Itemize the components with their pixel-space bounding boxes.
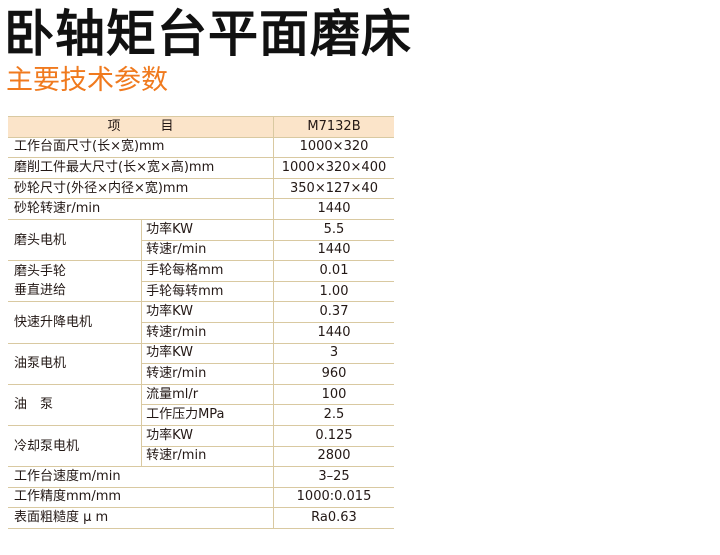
param-label: 工作台速度m/min <box>8 466 274 488</box>
param-value: 1000×320 <box>273 136 394 159</box>
table-row: 油泵电机 功率KW 3 <box>8 342 394 385</box>
param-label: 功率KW <box>141 342 274 365</box>
param-value: 1000×320×400 <box>273 157 394 179</box>
group-label: 油 泵 <box>8 383 142 426</box>
param-value: 0.01 <box>273 260 394 282</box>
table-header-row: 项目 M7132B <box>8 116 394 138</box>
param-label: 功率KW <box>141 218 274 241</box>
table-row: 磨头手轮 垂直进给 手轮每格mm 0.01 <box>8 260 394 303</box>
param-value: 2.5 <box>273 404 394 426</box>
param-label: 手轮每格mm <box>141 260 274 282</box>
param-label: 手轮每转mm <box>141 280 274 303</box>
table-row: 快速升降电机 功率KW 0.37 <box>8 301 394 344</box>
group-label: 磨头手轮 垂直进给 <box>8 260 142 303</box>
param-label: 转速r/min <box>141 239 274 262</box>
table-row: 转速r/min 2800 <box>8 445 394 468</box>
header-model: M7132B <box>273 116 394 138</box>
table-row: 油 泵流量ml/r 100 <box>8 383 394 426</box>
param-value: 1.00 <box>273 280 394 303</box>
param-value: 3 <box>273 342 394 365</box>
param-label: 工作台面尺寸(长×宽)mm <box>8 136 274 159</box>
param-label: 砂轮尺寸(外径×内径×宽)mm <box>8 177 274 200</box>
group-label: 油泵电机 <box>8 342 142 385</box>
param-label: 砂轮转速r/min <box>8 198 274 220</box>
param-label: 磨削工件最大尺寸(长×宽×高)mm <box>8 157 274 179</box>
param-value: 1440 <box>273 198 394 220</box>
param-value: 5.5 <box>273 218 394 241</box>
param-label: 功率KW <box>141 301 274 323</box>
param-label: 转速r/min <box>141 445 274 468</box>
param-value: 350×127×40 <box>273 177 394 200</box>
param-label: 功率KW <box>141 424 274 447</box>
table-row: 砂轮尺寸(外径×内径×宽)mm 350×127×40 <box>8 177 394 200</box>
header-item: 项目 <box>8 116 274 138</box>
group-label: 冷却泵电机 <box>8 424 142 468</box>
table-row: 表面粗糙度 μ m Ra0.63 <box>8 507 394 529</box>
param-value: 2800 <box>273 445 394 468</box>
table-row: 工作压力MPa 2.5 <box>8 404 394 426</box>
param-value: 0.125 <box>273 424 394 447</box>
param-label: 流量ml/r <box>141 383 274 406</box>
param-value: 960 <box>273 363 394 385</box>
table-row: 转速r/min 960 <box>8 363 394 385</box>
param-value: 1000:0.015 <box>273 486 394 509</box>
table-row: 工作台面尺寸(长×宽)mm 1000×320 <box>8 136 394 159</box>
group-label: 快速升降电机 <box>8 301 142 344</box>
param-label: 工作压力MPa <box>141 404 274 426</box>
param-value: 1440 <box>273 321 394 344</box>
param-value: 3–25 <box>273 466 394 488</box>
table-row: 转速r/min 1440 <box>8 321 394 344</box>
section-subtitle: 主要技术参数 <box>6 65 168 96</box>
table-row: 转速r/min 1440 <box>8 239 394 262</box>
param-value: Ra0.63 <box>273 507 394 529</box>
table-row: 磨头电机 功率KW 5.5 <box>8 218 394 262</box>
param-label: 转速r/min <box>141 321 274 344</box>
table-row: 冷却泵电机 功率KW 0.125 <box>8 424 394 468</box>
param-value: 0.37 <box>273 301 394 323</box>
param-label: 表面粗糙度 μ m <box>8 507 274 529</box>
table-row: 磨削工件最大尺寸(长×宽×高)mm 1000×320×400 <box>8 157 394 179</box>
spec-table: 项目 M7132B 工作台面尺寸(长×宽)mm 1000×320 磨削工件最大尺寸(… <box>8 116 394 529</box>
group-label: 磨头电机 <box>8 218 142 262</box>
param-value: 100 <box>273 383 394 406</box>
param-label: 工作精度mm/mm <box>8 486 274 509</box>
page-title: 卧轴矩台平面磨床 <box>4 5 412 63</box>
table-row: 工作精度mm/mm 1000:0.015 <box>8 486 394 509</box>
table-row: 工作台速度m/min 3–25 <box>8 466 394 488</box>
param-label: 转速r/min <box>141 363 274 385</box>
param-value: 1440 <box>273 239 394 262</box>
table-row: 砂轮转速r/min 1440 <box>8 198 394 220</box>
